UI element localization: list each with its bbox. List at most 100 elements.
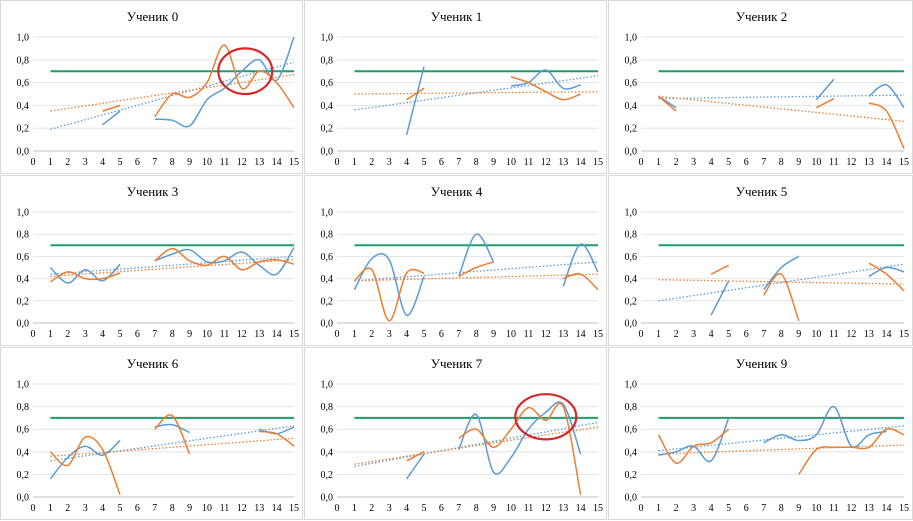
x-tick-label: 4 bbox=[100, 157, 105, 168]
x-tick-label: 10 bbox=[506, 329, 516, 340]
x-tick-label: 4 bbox=[404, 329, 409, 340]
x-tick-label: 4 bbox=[709, 329, 714, 340]
x-tick-label: 5 bbox=[726, 157, 731, 168]
y-tick-label: 1,0 bbox=[321, 380, 334, 391]
x-tick-label: 13 bbox=[254, 329, 264, 340]
y-tick-label: 0,4 bbox=[625, 274, 638, 285]
x-tick-label: 12 bbox=[846, 503, 856, 514]
y-tick-label: 0,4 bbox=[17, 101, 30, 112]
y-tick-label: 0,8 bbox=[625, 230, 638, 241]
x-tick-label: 15 bbox=[593, 329, 603, 340]
x-tick-label: 0 bbox=[31, 503, 36, 514]
x-tick-label: 8 bbox=[474, 329, 479, 340]
x-tick-label: 7 bbox=[761, 157, 766, 168]
chart-svg: Ученик 00,00,20,40,60,81,00 1 2 3 4 5 6 7 8 9 10 11… bbox=[17, 9, 300, 168]
orange-series-line bbox=[154, 414, 191, 455]
x-tick-label: 9 bbox=[796, 329, 801, 340]
y-tick-label: 0,8 bbox=[321, 55, 334, 66]
x-tick-label: 6 bbox=[135, 157, 140, 168]
chart-svg: Ученик 90,00,20,40,60,81,00 1 2 3 4 5 6 7 8 9 10 11… bbox=[625, 356, 910, 514]
blue-series-line bbox=[154, 36, 295, 128]
x-tick-label: 0 bbox=[335, 329, 340, 340]
x-tick-label: 14 bbox=[272, 157, 282, 168]
blue-series-line bbox=[458, 401, 582, 475]
x-tick-label: 13 bbox=[558, 329, 568, 340]
x-tick-label: 2 bbox=[369, 157, 374, 168]
orange-series-line bbox=[658, 95, 677, 112]
y-tick-label: 0,8 bbox=[17, 230, 30, 241]
x-tick-label: 3 bbox=[387, 329, 392, 340]
blue-series-line bbox=[154, 247, 295, 276]
y-tick-label: 0,0 bbox=[17, 319, 30, 330]
y-tick-label: 0,4 bbox=[625, 447, 638, 458]
chart-svg: Ученик 60,00,20,40,60,81,00 1 2 3 4 5 6 7 8 9 10 11… bbox=[17, 356, 300, 514]
y-tick-label: 0,6 bbox=[625, 425, 638, 436]
x-tick-label: 3 bbox=[387, 503, 392, 514]
orange-series-line bbox=[458, 402, 582, 495]
chart-title: Ученик 0 bbox=[127, 9, 179, 24]
x-tick-label: 15 bbox=[289, 329, 299, 340]
blue-trend-line bbox=[50, 255, 295, 275]
x-tick-label: 9 bbox=[491, 329, 496, 340]
x-tick-label: 9 bbox=[796, 503, 801, 514]
orange-trend-line bbox=[658, 279, 905, 285]
x-tick-label: 5 bbox=[118, 157, 123, 168]
orange-series-line bbox=[657, 428, 730, 464]
y-tick-label: 0,4 bbox=[321, 447, 334, 458]
x-tick-label: 7 bbox=[761, 329, 766, 340]
x-tick-label: 1 bbox=[656, 503, 661, 514]
x-tick-label: 7 bbox=[152, 503, 157, 514]
x-tick-label: 15 bbox=[593, 503, 603, 514]
x-tick-label: 1 bbox=[48, 157, 53, 168]
y-tick-label: 1,0 bbox=[17, 380, 30, 391]
x-tick-label: 9 bbox=[491, 157, 496, 168]
chart-svg: Ученик 20,00,20,40,60,81,00 1 2 3 4 5 6 7 8 9 10 11… bbox=[625, 9, 910, 168]
x-tick-label: 10 bbox=[811, 329, 821, 340]
y-tick-label: 0,0 bbox=[625, 147, 638, 158]
x-tick-label: 3 bbox=[83, 157, 88, 168]
y-tick-label: 0,6 bbox=[17, 252, 30, 263]
x-tick-label: 1 bbox=[352, 329, 357, 340]
orange-series-line bbox=[259, 430, 295, 447]
x-tick-label: 2 bbox=[65, 329, 70, 340]
x-tick-label: 11 bbox=[220, 157, 230, 168]
chart-panel-8: Ученик 9 0,0 0,2 0,4 0,6 0,8 1,0 0 1 2 3 4 5 6 7 8 9 10 11… bbox=[608, 347, 913, 520]
y-tick-label: 0,2 bbox=[625, 296, 638, 307]
chart-svg: Ученик 10,00,20,40,60,81,00 1 2 3 4 5 6 7 8 9 10 11… bbox=[321, 9, 604, 168]
orange-series-line bbox=[562, 273, 599, 291]
x-tick-label: 5 bbox=[118, 329, 123, 340]
y-tick-label: 0,6 bbox=[321, 425, 334, 436]
x-tick-label: 1 bbox=[352, 157, 357, 168]
blue-trend-line bbox=[354, 75, 599, 111]
y-tick-label: 0,4 bbox=[17, 447, 30, 458]
blue-trend-line bbox=[354, 421, 599, 468]
y-tick-label: 0,2 bbox=[321, 470, 334, 481]
orange-trend-line bbox=[658, 95, 905, 123]
x-tick-label: 4 bbox=[709, 503, 714, 514]
y-tick-label: 0,6 bbox=[321, 252, 334, 263]
x-tick-label: 1 bbox=[656, 157, 661, 168]
x-tick-label: 10 bbox=[202, 503, 212, 514]
x-tick-label: 1 bbox=[48, 329, 53, 340]
orange-series-line bbox=[102, 104, 121, 112]
y-tick-label: 0,8 bbox=[321, 230, 334, 241]
blue-series-line bbox=[102, 110, 121, 126]
x-tick-label: 8 bbox=[170, 329, 175, 340]
blue-series-line bbox=[763, 255, 800, 291]
y-tick-label: 0,6 bbox=[17, 425, 30, 436]
x-tick-label: 13 bbox=[254, 503, 264, 514]
x-tick-label: 5 bbox=[422, 157, 427, 168]
blue-series-line bbox=[154, 423, 190, 434]
x-tick-label: 9 bbox=[187, 329, 192, 340]
y-tick-label: 0,8 bbox=[17, 55, 30, 66]
x-tick-label: 13 bbox=[864, 503, 874, 514]
chart-svg: Ученик 40,00,20,40,60,81,00 1 2 3 4 5 6 7 8 9 10 11… bbox=[321, 184, 604, 340]
x-tick-label: 8 bbox=[779, 503, 784, 514]
orange-trend-line bbox=[50, 259, 295, 278]
orange-series-line bbox=[50, 271, 121, 283]
x-tick-label: 9 bbox=[796, 157, 801, 168]
y-tick-label: 0,4 bbox=[625, 101, 638, 112]
x-tick-label: 10 bbox=[506, 157, 516, 168]
x-tick-label: 4 bbox=[709, 157, 714, 168]
x-tick-label: 8 bbox=[170, 157, 175, 168]
